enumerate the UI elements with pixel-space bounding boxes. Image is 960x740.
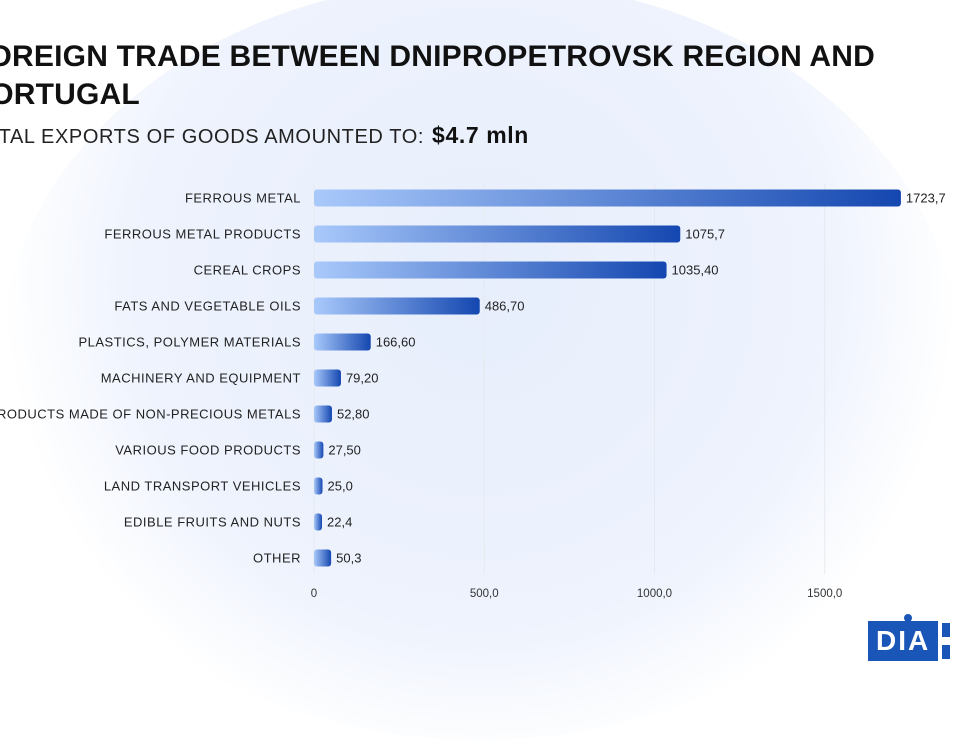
bar bbox=[314, 189, 901, 207]
value-label: 27,50 bbox=[328, 443, 361, 458]
x-tick-label: 1500,0 bbox=[807, 588, 842, 600]
value-label: 486,70 bbox=[485, 299, 525, 314]
category-label: EDIBLE FRUITS AND NUTS bbox=[124, 515, 301, 530]
category-label: CEREAL CROPS bbox=[194, 263, 301, 278]
x-tick-label: 1000,0 bbox=[637, 588, 672, 600]
value-label: 25,0 bbox=[328, 479, 353, 494]
value-label: 52,80 bbox=[337, 407, 370, 422]
dia-logo: DIA bbox=[868, 614, 951, 662]
category-label: VARIOUS FOOD PRODUCTS bbox=[115, 443, 301, 458]
logo-side-mark bbox=[942, 623, 951, 659]
value-label: 1075,7 bbox=[685, 227, 725, 242]
value-label: 22,4 bbox=[327, 515, 352, 530]
value-label: 1035,40 bbox=[672, 263, 719, 278]
chart-title: FOREIGN TRADE BETWEEN DNIPROPETROVSK REG… bbox=[0, 40, 876, 111]
category-label: PRODUCTS MADE OF NON-PRECIOUS METALS bbox=[0, 407, 301, 422]
subtitle-total: $4.7 mln bbox=[432, 122, 529, 148]
bar bbox=[314, 297, 480, 315]
category-label: FERROUS METAL bbox=[185, 191, 301, 206]
x-tick-label: 0 bbox=[311, 588, 317, 600]
bar bbox=[314, 513, 322, 531]
subtitle-prefix: TOTAL EXPORTS OF GOODS AMOUNTED TO: bbox=[0, 126, 425, 148]
logo-mark: DIA bbox=[868, 614, 939, 661]
category-label: LAND TRANSPORT VEHICLES bbox=[104, 479, 301, 494]
value-label: 50,3 bbox=[336, 551, 361, 566]
category-label: OTHER bbox=[253, 551, 301, 566]
category-label: FATS AND VEGETABLE OILS bbox=[114, 299, 301, 314]
logo-text: DIA bbox=[876, 625, 931, 656]
bar-chart: FERROUS METAL 1723,7 FERROUS METAL PRODUCT… bbox=[0, 183, 946, 600]
bar bbox=[314, 333, 371, 351]
value-label: 79,20 bbox=[346, 371, 379, 386]
bar bbox=[314, 261, 667, 279]
bar bbox=[314, 549, 332, 567]
category-label: MACHINERY AND EQUIPMENT bbox=[101, 371, 301, 386]
bar bbox=[314, 441, 324, 459]
value-label: 1723,7 bbox=[906, 191, 946, 206]
bar bbox=[314, 477, 323, 495]
category-label: PLASTICS, POLYMER MATERIALS bbox=[78, 335, 301, 350]
bar bbox=[314, 369, 341, 387]
bar bbox=[314, 405, 332, 423]
x-tick-label: 500,0 bbox=[470, 588, 499, 600]
value-label: 166,60 bbox=[376, 335, 416, 350]
chart-subtitle: TOTAL EXPORTS OF GOODS AMOUNTED TO: $4.7 … bbox=[0, 121, 529, 151]
category-label: FERROUS METAL PRODUCTS bbox=[104, 227, 301, 242]
bar bbox=[314, 225, 681, 243]
